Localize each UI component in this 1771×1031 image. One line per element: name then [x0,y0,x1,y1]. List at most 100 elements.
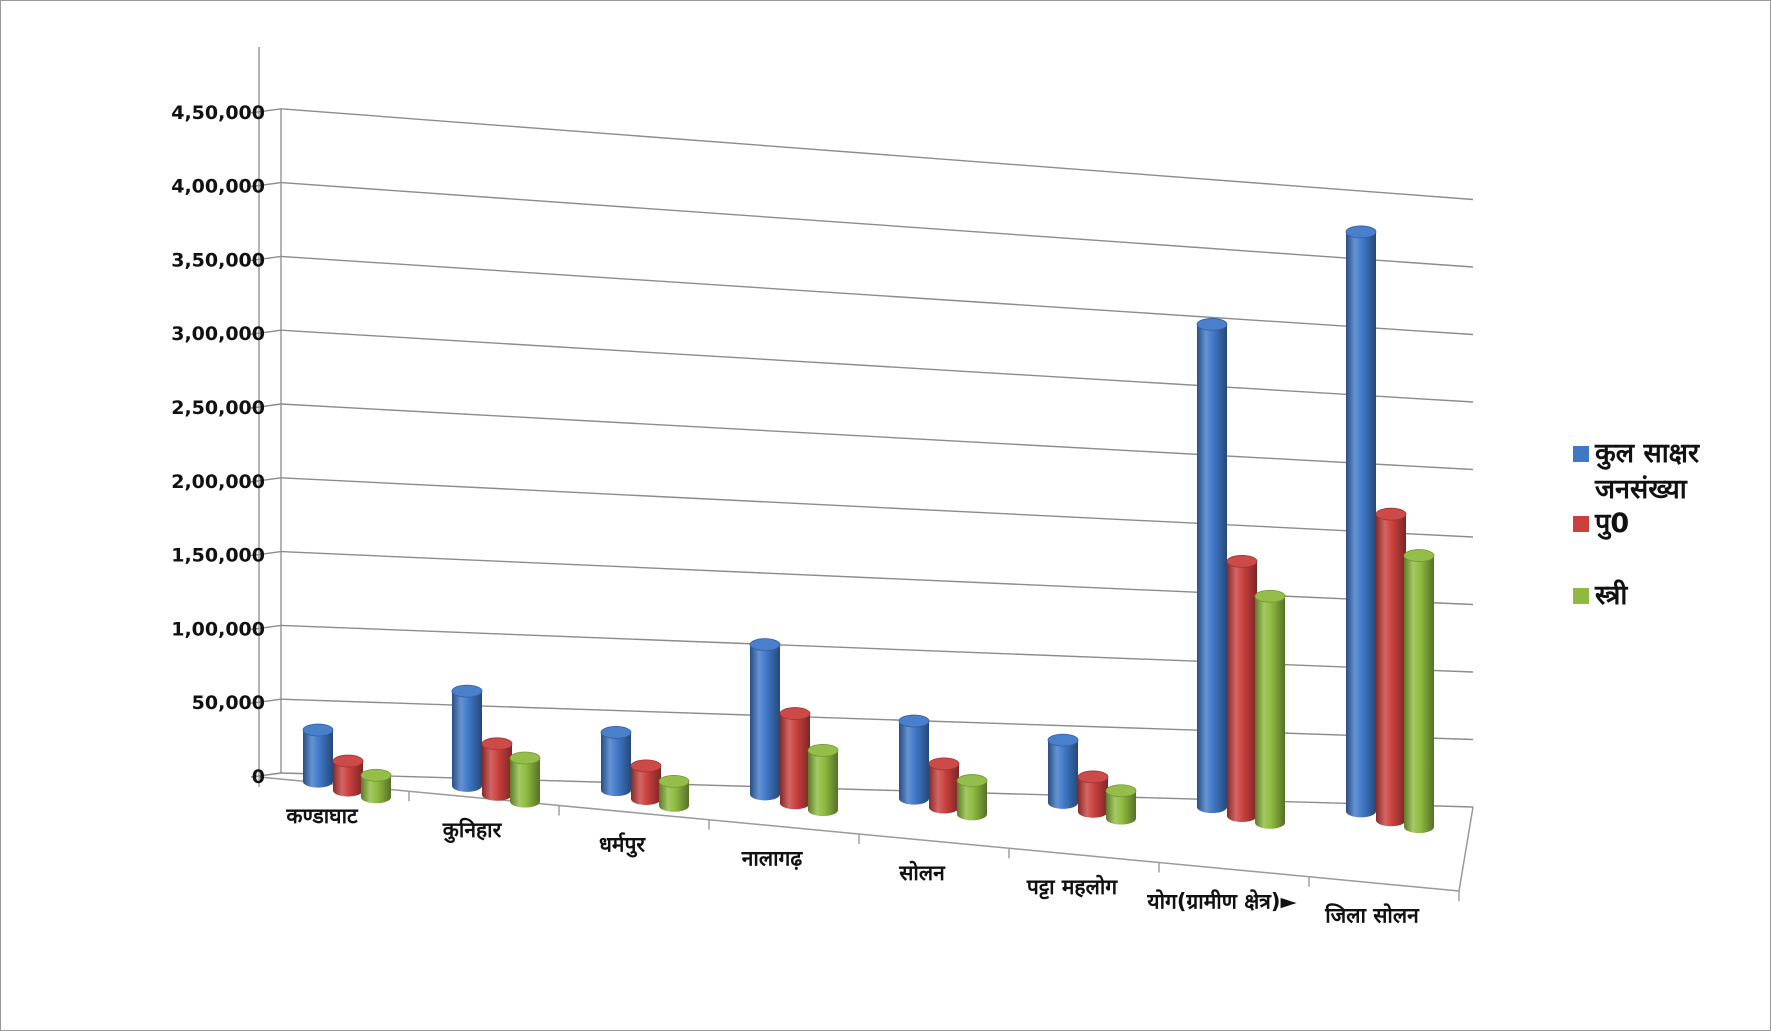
bar-body [303,730,333,788]
x-tick-label: पट्टा महलोग [1026,874,1118,900]
bar-2-5 [1105,784,1137,825]
gridline-side [258,181,282,187]
bar-body [899,721,929,805]
gridline-side [258,403,282,408]
bar-top [749,638,781,652]
bar-2-1 [509,751,541,808]
bar-body [1078,776,1108,818]
legend-label: कुल साक्षर [1594,438,1700,470]
bar-1-1 [481,737,513,801]
legend: कुल साक्षर जनसंख्यापु0 स्त्री [1573,438,1700,611]
gridline [280,403,1474,471]
bar-body [1048,740,1078,809]
bar-0-3 [749,638,781,801]
tick-mark [250,406,260,409]
x-tick-label: कण्डाघाट [285,804,359,828]
y-tick-label: 4,50,000 [171,102,265,124]
gridline [280,181,1474,268]
gridline-side [258,477,282,482]
bar-top [1345,225,1377,239]
bar-body [333,761,363,797]
tick-mark [250,184,260,188]
bar-body [1404,555,1434,834]
gridline-side [258,108,282,113]
bar-1-5 [1077,770,1109,818]
bar-1-2 [630,759,662,805]
gridline [280,624,1474,673]
bar-body [659,781,689,812]
bar-top [928,757,960,771]
y-tick-label: 2,50,000 [171,397,265,419]
gridline [280,255,1474,336]
bar-top [302,723,334,737]
bar-top [1226,555,1258,568]
bar-1-3 [779,707,811,810]
bar-top [600,726,632,739]
bar-top [1077,770,1109,784]
bar-1-4 [928,757,960,814]
bar-0-2 [600,726,632,797]
chart-walls [258,47,1474,901]
bar-body [780,713,810,810]
y-tick-label: 3,00,000 [171,323,265,345]
bar-0-1 [451,684,483,792]
y-tick-label: 2,00,000 [171,471,265,493]
bar-2-2 [658,774,690,812]
tick-mark [250,775,260,778]
tick-mark [250,332,260,335]
x-tick-label: योग(ग्रामीण क्षेत्र)► [1146,888,1297,913]
tick-mark [250,553,260,557]
tick-mark [250,701,260,704]
bar-body [482,743,512,801]
gridline [280,550,1474,606]
bar-0-4 [898,714,930,805]
bar-body [601,732,631,797]
tick-mark [250,258,260,262]
bar-top [1254,589,1286,603]
bar-top [658,774,690,788]
y-tick-label: 1,50,000 [171,545,265,567]
gridline-side [258,624,282,630]
bar-body [750,644,780,801]
y-tick-label: 3,50,000 [171,249,265,271]
gridline-side [258,550,282,556]
bar-body [631,765,661,805]
y-tick-label: 0 [252,766,265,788]
bar-body [929,763,959,814]
legend-swatch [1573,446,1589,462]
gridline-side [258,698,282,703]
bar-0-7 [1345,225,1377,818]
legend-label: जनसंख्या [1594,474,1688,505]
legend-label: पु0 [1594,508,1629,540]
bar-body [1227,561,1257,822]
gridline-side [258,255,282,261]
bar-top [509,751,541,765]
bar-top [779,707,811,720]
bar-body [452,691,482,792]
bar-0-0 [302,723,334,788]
legend-label: स्त्री [1594,579,1628,611]
x-tick-label: कुनिहार [442,817,503,844]
bar-2-0 [360,768,392,804]
bar-body [1255,596,1285,829]
bar-top [451,684,483,698]
floor-right-edge [1458,806,1474,892]
bar-0-6 [1196,318,1228,814]
bar-2-4 [956,774,988,821]
x-tick-label: नालागढ़ [741,847,804,871]
x-tick-label: जिला सोलन [1324,903,1420,928]
x-tick-label: सोलन [898,860,946,885]
bar-2-7 [1403,549,1435,834]
bar-top [630,759,662,773]
gridline [280,108,1474,201]
y-tick-label: 1,00,000 [171,618,265,640]
x-axis-ticks: कण्डाघाट कुनिहार धर्मपुर नालागढ़ सोलन पट्टा म… [285,804,1420,928]
bar-1-6 [1226,555,1258,822]
bar-top [807,743,839,757]
bar-2-3 [807,743,839,817]
bar-top [898,714,930,728]
bar-body [1376,514,1406,827]
bar-body [808,750,838,817]
